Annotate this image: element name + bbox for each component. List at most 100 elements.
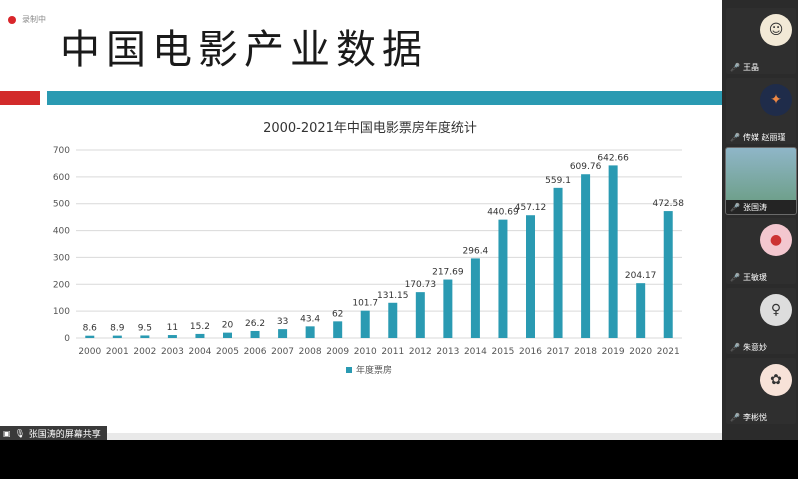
data-label: 472.58 — [652, 199, 684, 209]
bar — [333, 321, 343, 338]
x-tick-label: 2010 — [354, 347, 377, 357]
data-label: 642.66 — [597, 153, 629, 163]
data-label: 33 — [277, 317, 288, 327]
x-tick-label: 2002 — [133, 347, 156, 357]
participant-tile[interactable]: ♀ 🎤 朱意妙 — [726, 288, 796, 354]
slide-title: 中国电影产业数据 — [60, 27, 428, 73]
screen-share-icon: ▣ — [3, 428, 11, 438]
participant-tile[interactable]: ✦ 🎤 传媒 赵丽瑾 — [726, 78, 796, 144]
participant-name: 传媒 赵丽瑾 — [742, 132, 786, 142]
screen-share-label[interactable]: ▣ 🎙 张国涛的屏幕共享 — [0, 426, 107, 440]
bar — [305, 326, 315, 338]
mic-muted-icon: 🎤 — [730, 272, 740, 282]
data-label: 204.17 — [625, 271, 657, 281]
data-label: 62 — [332, 309, 343, 319]
y-tick-label: 700 — [53, 146, 70, 156]
data-label: 8.9 — [110, 324, 125, 334]
participant-name: 张国涛 — [742, 202, 767, 212]
bar — [195, 333, 205, 338]
legend-label: 年度票房 — [356, 364, 392, 376]
participant-tile[interactable]: ☺ 🎤 王晶 — [726, 8, 796, 74]
data-label: 11 — [167, 323, 178, 333]
portrait-avatar-icon: ♀ — [760, 294, 792, 326]
recording-label: 录制中 — [22, 15, 46, 24]
bar — [140, 335, 150, 338]
data-label: 9.5 — [138, 323, 152, 333]
x-tick-label: 2000 — [78, 347, 101, 357]
participant-name: 王敏瑗 — [742, 272, 767, 282]
bar — [223, 332, 232, 338]
participant-name: 李彬悦 — [742, 412, 767, 422]
bar — [360, 310, 370, 338]
participant-tile[interactable]: ● 🎤 王敏瑗 — [726, 218, 796, 284]
x-tick-label: 2003 — [161, 347, 184, 357]
bar — [498, 219, 508, 338]
participant-name: 朱意妙 — [742, 342, 767, 352]
y-tick-label: 100 — [53, 307, 70, 317]
x-tick-label: 2001 — [106, 347, 129, 357]
record-icon — [8, 15, 16, 24]
x-tick-label: 2009 — [326, 347, 349, 357]
teal-accent-bar — [47, 91, 722, 105]
red-accent-bar — [0, 91, 40, 105]
bar — [581, 174, 591, 338]
slide: 录制中 中国电影产业数据 2000-2021年中国电影票房年度统计 0 100 200… — [0, 0, 722, 433]
y-tick-label: 200 — [53, 280, 70, 290]
bar — [112, 335, 122, 338]
data-label: 15.2 — [190, 322, 210, 332]
data-label: 43.4 — [300, 314, 320, 324]
participant-tile[interactable]: ✿ 🎤 李彬悦 — [726, 358, 796, 424]
x-tick-label: 2006 — [244, 347, 267, 357]
pink-monster-avatar-icon: ● — [760, 224, 792, 256]
x-tick-label: 2012 — [409, 347, 432, 357]
bar — [167, 335, 177, 338]
drawing-avatar-icon: ✿ — [760, 364, 792, 396]
x-tick-label: 2004 — [189, 347, 212, 357]
y-tick-label: 500 — [53, 200, 70, 210]
data-label: 101.7 — [352, 299, 378, 309]
bar — [553, 187, 563, 338]
data-label: 559.1 — [545, 176, 571, 186]
recording-indicator: 录制中 — [8, 14, 46, 25]
y-tick-label: 400 — [53, 227, 70, 237]
dark-avatar-icon: ✦ — [760, 84, 792, 116]
x-tick-label: 2013 — [436, 347, 459, 357]
data-label: 26.2 — [245, 319, 265, 329]
x-tick-label: 2015 — [492, 347, 515, 357]
participant-panel: ☺ 🎤 王晶 ✦ 🎤 传媒 赵丽瑾 🎤 张国涛 ● 🎤 王敏瑗 ♀ 🎤 朱意妙 ✿ 🎤 李彬… — [722, 0, 798, 440]
bar — [250, 330, 260, 338]
bar — [470, 258, 480, 338]
participant-tile-speaking[interactable]: 🎤 张国涛 — [725, 147, 797, 215]
share-label-text: 张国涛的屏幕共享 — [28, 429, 101, 440]
data-label: 440.69 — [487, 208, 519, 218]
cartoon-avatar-icon: ☺ — [760, 14, 792, 46]
camera-video — [726, 148, 796, 200]
bar — [608, 165, 618, 338]
chart-title: 2000-2021年中国电影票房年度统计 — [263, 120, 477, 136]
x-tick-label: 2016 — [519, 347, 542, 357]
x-tick-label: 2018 — [574, 347, 597, 357]
bar — [663, 211, 673, 338]
data-label: 217.69 — [432, 268, 464, 278]
data-label: 131.15 — [377, 291, 409, 301]
x-tick-label: 2020 — [629, 347, 652, 357]
bar — [278, 329, 288, 338]
bar — [85, 335, 95, 338]
bar — [526, 215, 535, 338]
data-label: 8.6 — [83, 324, 98, 334]
x-tick-label: 2019 — [602, 347, 625, 357]
mic-muted-icon: 🎤 — [730, 62, 740, 72]
y-tick-label: 600 — [53, 173, 70, 183]
y-tick-label: 300 — [53, 253, 70, 263]
bottom-bar — [0, 440, 798, 479]
data-label: 20 — [222, 321, 234, 331]
mic-muted-icon: 🎤 — [730, 132, 740, 142]
x-tick-label: 2021 — [657, 347, 680, 357]
mic-icon: 🎤 — [730, 202, 740, 212]
data-label: 296.4 — [463, 246, 489, 256]
bar — [443, 279, 453, 338]
bar — [415, 292, 425, 338]
data-label: 457.12 — [515, 203, 547, 213]
mic-icon: 🎙 — [14, 428, 25, 438]
y-tick-label: 0 — [64, 334, 70, 344]
